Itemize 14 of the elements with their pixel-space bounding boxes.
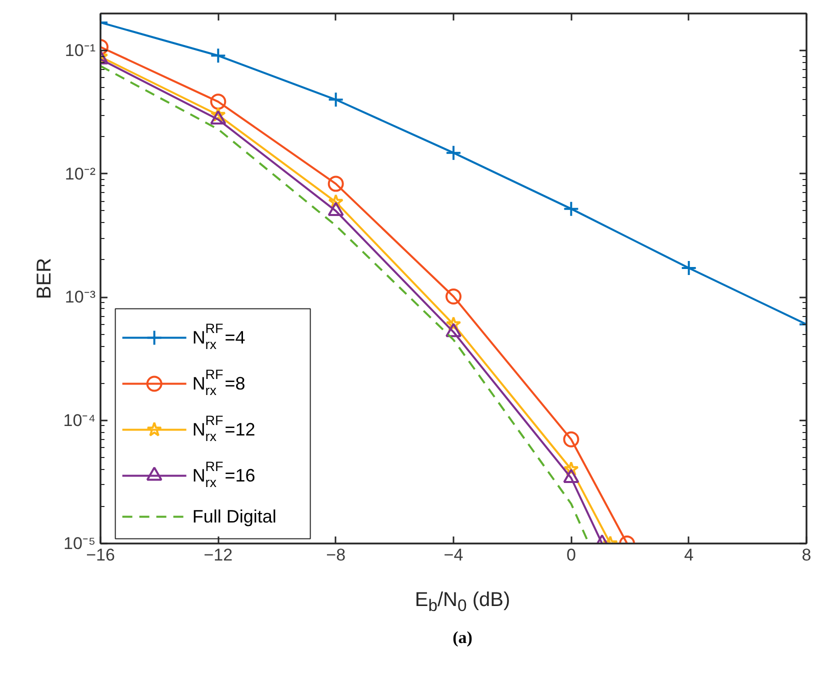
y-axis-title: BER [33,258,56,300]
x-tick-label: −12 [204,546,233,564]
x-tick-label: 8 [802,546,812,564]
x-tick-label: −4 [444,546,464,564]
y-tick-label: 10⁻³ [64,288,96,307]
x-tick-label: −8 [326,546,346,564]
y-tick-label: 10⁻⁴ [63,410,96,430]
x-axis-title: E$_{b}$/N$_{0}$ (dB) [414,588,510,617]
x-tick-label: 4 [684,546,694,564]
legend-label: Full Digital [192,506,276,527]
y-tick-label: 10⁻² [64,164,96,184]
x-tick-label: 0 [566,546,576,564]
y-tick-label: 10⁻¹ [64,41,96,60]
text: (a) [452,627,472,649]
